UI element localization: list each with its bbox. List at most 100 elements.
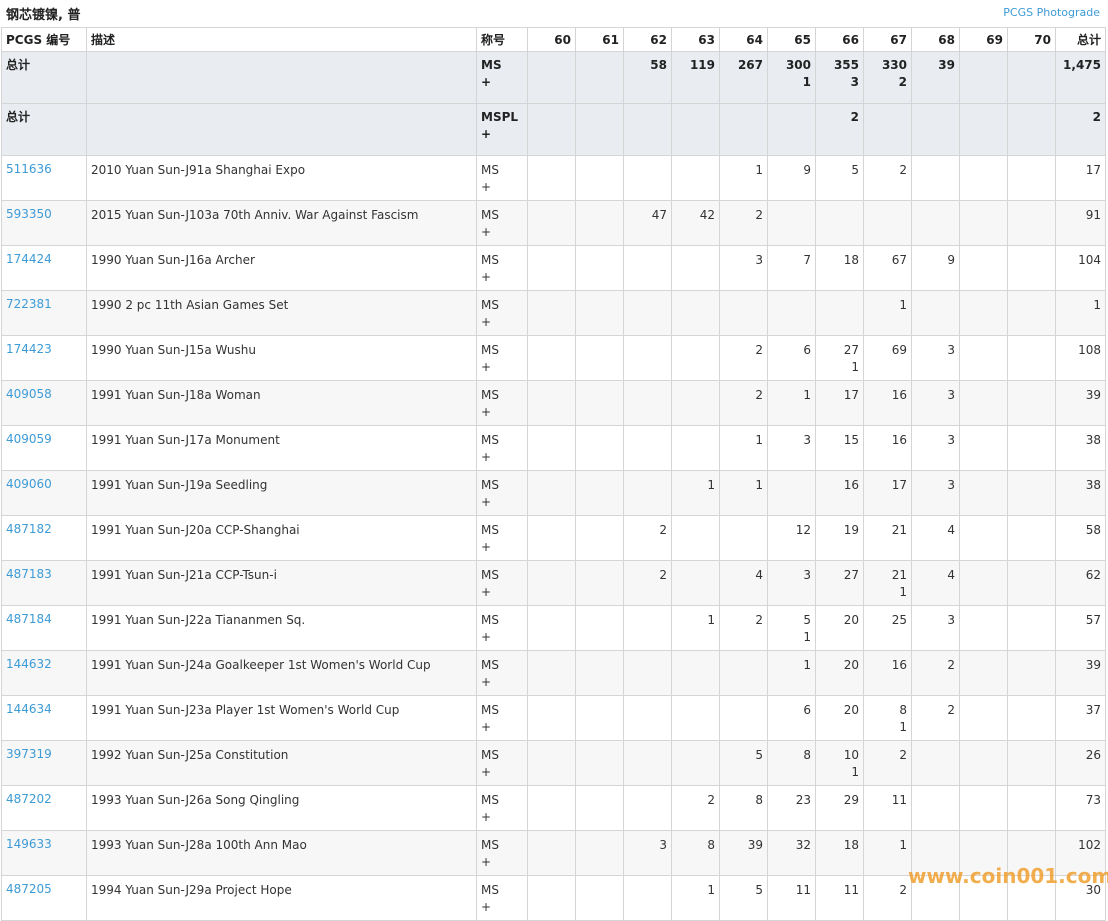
- coin-link[interactable]: 144632: [6, 657, 52, 671]
- cell: 27: [815, 560, 864, 606]
- cell-text: 15: [843, 433, 859, 447]
- cell-text: 2010 Yuan Sun-J91a Shanghai Expo: [91, 163, 306, 177]
- coin-link[interactable]: 397319: [6, 747, 52, 761]
- cell-line: 300: [785, 58, 811, 72]
- coin-link[interactable]: 487202: [6, 792, 52, 806]
- cell: [1007, 51, 1056, 104]
- cell-text: 69: [891, 343, 907, 357]
- cell: MS +: [476, 380, 528, 426]
- cell-line: +: [481, 630, 492, 644]
- cell: 6: [767, 695, 816, 741]
- coin-link[interactable]: 144634: [6, 702, 52, 716]
- cell: [527, 425, 576, 471]
- cell: [575, 51, 624, 104]
- cell-text: 1991 Yuan Sun-J17a Monument: [91, 433, 280, 447]
- cell: 16: [863, 380, 912, 426]
- cell-text: 29: [843, 793, 859, 807]
- cell: [1007, 290, 1056, 336]
- cell-text: 2: [659, 523, 667, 537]
- cell-text: 1990 2 pc 11th Asian Games Set: [91, 298, 289, 312]
- cell-line: MS: [481, 253, 499, 267]
- coin-link[interactable]: 511636: [6, 162, 52, 176]
- cell: 73: [1055, 785, 1106, 831]
- cell: 409060: [1, 470, 87, 516]
- cell: [959, 335, 1008, 381]
- cell: [623, 155, 672, 201]
- cell-text: 17: [843, 388, 859, 402]
- cell-text: 3: [659, 838, 667, 852]
- cell: [623, 290, 672, 336]
- coin-link[interactable]: 174423: [6, 342, 52, 356]
- cell-line: MS: [481, 703, 499, 717]
- cell: MS +: [476, 605, 528, 651]
- cell-text: 102: [1078, 838, 1101, 852]
- cell-line: 10: [843, 748, 859, 762]
- cell: 2015 Yuan Sun-J103a 70th Anniv. War Agai…: [86, 200, 477, 246]
- coin-link[interactable]: 409060: [6, 477, 52, 491]
- cell-text: 1: [707, 883, 715, 897]
- coin-link[interactable]: 593350: [6, 207, 52, 221]
- cell: 1,475: [1055, 51, 1106, 104]
- cell: 58: [623, 51, 672, 104]
- cell: 18: [815, 245, 864, 291]
- watermark: www.coin001.com: [908, 864, 1108, 888]
- cell: [575, 470, 624, 516]
- cell: 1992 Yuan Sun-J25a Constitution: [86, 740, 477, 786]
- cell-text: 27: [843, 568, 859, 582]
- cell-text: 1: [899, 838, 907, 852]
- cell-text: 2: [755, 208, 763, 222]
- cell: [911, 740, 960, 786]
- cell-text: 1991 Yuan Sun-J18a Woman: [91, 388, 261, 402]
- column-header: 描述: [86, 27, 477, 52]
- coin-link[interactable]: 487183: [6, 567, 52, 581]
- cell-line: 2: [898, 75, 907, 89]
- cell-text: 1: [755, 478, 763, 492]
- cell: 16: [863, 650, 912, 696]
- cell: 2: [863, 155, 912, 201]
- coin-link[interactable]: 149633: [6, 837, 52, 851]
- column-header: 61: [575, 27, 624, 52]
- cell-text: 57: [1085, 613, 1101, 627]
- cell: [1007, 425, 1056, 471]
- cell-line: 330: [881, 58, 907, 72]
- cell: 2: [623, 560, 672, 606]
- photograde-link[interactable]: PCGS Photograde: [1003, 6, 1100, 19]
- cell-text: 4: [947, 523, 955, 537]
- cell: MSPL +: [476, 103, 528, 156]
- coin-link[interactable]: 487205: [6, 882, 52, 896]
- coin-link[interactable]: 409059: [6, 432, 52, 446]
- cell-line: MS: [481, 298, 499, 312]
- cell-text: 5: [755, 748, 763, 762]
- cell-line: +: [481, 270, 492, 284]
- coin-link[interactable]: 174424: [6, 252, 52, 266]
- cell: MS +: [476, 560, 528, 606]
- coin-link[interactable]: 487182: [6, 522, 52, 536]
- cell: 3: [911, 425, 960, 471]
- cell: 487205: [1, 875, 87, 921]
- coin-row: 487182 1991 Yuan Sun-J20a CCP-Shanghai MS +…: [1, 515, 1106, 561]
- cell: [767, 200, 816, 246]
- cell-line: MS: [481, 883, 499, 897]
- cell: 1990 Yuan Sun-J15a Wushu: [86, 335, 477, 381]
- cell-text: 11: [843, 883, 859, 897]
- cell: MS +: [476, 650, 528, 696]
- cell: 16: [815, 470, 864, 516]
- cell: 2: [671, 785, 720, 831]
- cell: 3: [911, 605, 960, 651]
- coin-link[interactable]: 409058: [6, 387, 52, 401]
- cell: [623, 335, 672, 381]
- cell: [575, 245, 624, 291]
- column-header: 63: [671, 27, 720, 52]
- cell: 10 1: [815, 740, 864, 786]
- coin-link[interactable]: 722381: [6, 297, 52, 311]
- cell-line: +: [481, 315, 492, 329]
- coin-link[interactable]: 487184: [6, 612, 52, 626]
- coin-row: 149633 1993 Yuan Sun-J28a 100th Ann Mao MS…: [1, 830, 1106, 876]
- cell: MS +: [476, 830, 528, 876]
- cell: 1: [767, 650, 816, 696]
- cell-text: 16: [843, 478, 859, 492]
- coin-row: 144634 1991 Yuan Sun-J23a Player 1st Wome…: [1, 695, 1106, 741]
- cell: 2: [911, 695, 960, 741]
- cell: [575, 290, 624, 336]
- cell: [815, 290, 864, 336]
